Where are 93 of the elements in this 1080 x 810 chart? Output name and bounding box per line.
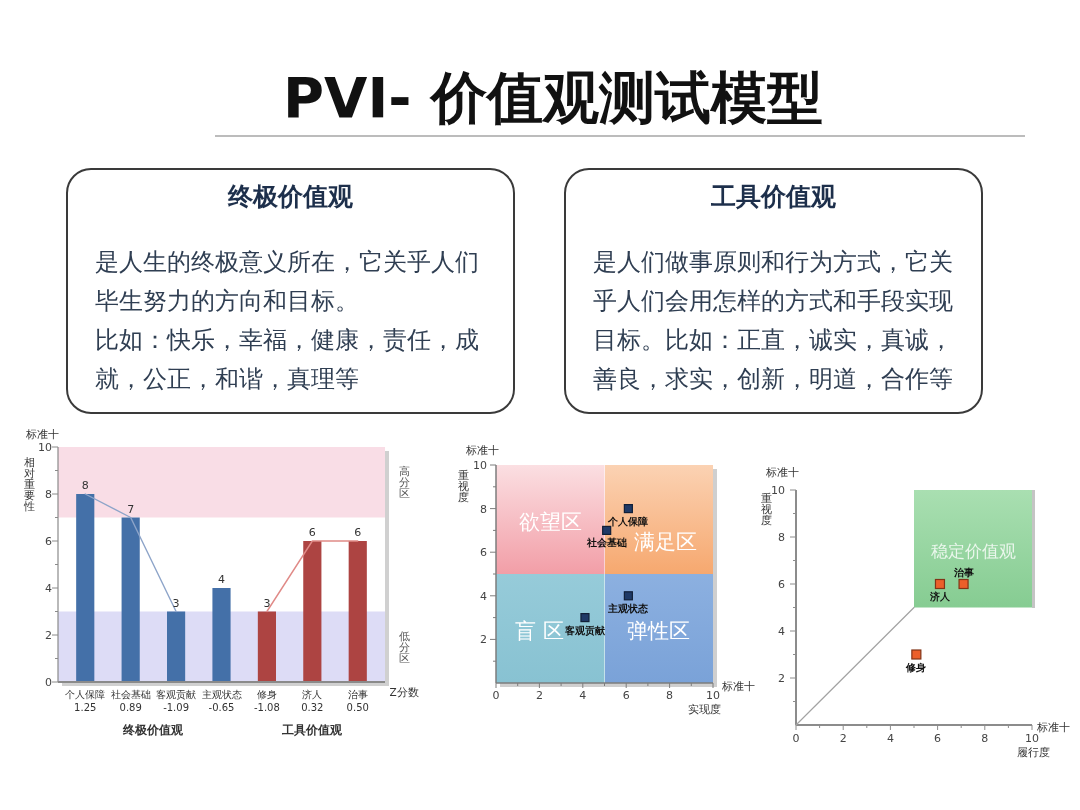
annotation: 客观贡献 [563,624,606,637]
annotation: 个人保障 [607,515,649,527]
data-label: 7 [127,502,135,516]
text: 标准十 [764,466,799,478]
annotation: 修身 [905,661,927,673]
point [623,591,633,601]
text: 工具价值观 [710,182,837,211]
x-axis-title: 实现度 [687,703,721,715]
data-label: 3 [263,596,271,610]
y-tick-label: 10 [473,459,487,472]
data-label: 6 [308,526,316,539]
data-label: 3 [172,596,180,610]
y-axis-title: 重视度 [457,469,469,503]
x-tick-label: 10 [706,689,720,702]
y-tick-label: 8 [45,488,52,501]
y-tick-label: 4 [778,625,785,638]
x-tick-label: 0 [792,732,800,745]
text: 标准十 [1035,721,1070,733]
y-tick-label: 4 [45,582,52,595]
text: 0.89 [119,702,142,713]
annotation: 治事 [952,567,974,578]
x-tick-label: 4 [579,689,587,702]
text: -1.09 [163,702,190,713]
annotation: 稳定价值观 [930,541,1016,562]
band-label: 高分区 [398,465,410,500]
x-tick-label: 社会基础 [110,689,151,700]
text: 标准十 [24,428,59,440]
x-tick-label: 客观贡献 [156,689,197,700]
y-axis-title: 重视度 [760,492,772,526]
text: 0.50 [346,702,369,713]
y-tick-label: 0 [45,676,52,689]
data-label: 4 [218,573,225,586]
x-tick-label: 4 [886,732,894,745]
y-tick-label: 6 [778,578,785,591]
text: 0.32 [301,702,324,713]
y-tick-label: 10 [38,441,52,454]
y-tick-label: 4 [480,589,487,603]
annotation: 社会基础 [585,537,627,549]
annotation: 弹性区 [627,619,691,644]
text: 是人们做事原则和行为方式，它关乎人们会用怎样的方式和手段实现目标。比如：正直，诚实，真诚，善良，求实，创新，明道，合作等 [593,247,954,395]
x-tick-label: 济人 [302,689,323,700]
y-tick-label: 8 [778,531,785,544]
data-label: 6 [354,526,362,539]
band-label: 低分区 [398,629,410,664]
bar [348,541,367,682]
y-tick-label: 6 [45,535,52,548]
text: PVI- 价值观测试模型 [283,65,823,130]
x-tick-label: 治事 [347,689,368,700]
bar [121,517,140,682]
annotation: 盲 区 [515,619,564,644]
x-axis-title: Z分数 [389,686,419,698]
x-tick-label: 主观状态 [201,689,242,700]
y-tick-label: 2 [480,633,487,647]
text: 标准十 [720,680,755,692]
text: -0.65 [208,702,235,713]
x-tick-label: 8 [981,732,989,745]
text: 比如：快乐，幸福，健康，责任，成就，公正，和谐，真理等 [95,325,480,395]
x-tick-label: 0 [492,689,500,702]
annotation: 满足区 [633,529,697,554]
bar [212,588,231,682]
text: 工具价值观 [281,723,344,737]
bar [167,611,186,682]
x-axis-title: 履行度 [1016,746,1050,758]
x-tick-label: 2 [535,689,543,702]
text: 标准十 [464,444,499,456]
x-tick-label: 修身 [256,689,277,700]
text: -1.08 [253,702,280,713]
bar [257,611,276,682]
y-axis-title: 相对重要性 [22,456,35,512]
annotation: 主观状态 [607,602,650,614]
point [623,504,633,514]
x-tick-label: 6 [622,689,630,702]
text: 终极价值观 [227,182,354,211]
x-tick-label: 个人保障 [65,689,106,700]
x-tick-label: 8 [666,689,674,702]
y-tick-label: 2 [45,629,52,642]
x-tick-label: 2 [839,732,847,745]
x-tick-label: 10 [1025,732,1039,745]
y-tick-label: 10 [771,484,785,497]
point [602,525,612,535]
data-label: 8 [81,479,89,492]
bar [76,494,95,682]
annotation: 济人 [928,591,951,602]
x-tick-label: 6 [934,732,942,745]
y-tick-label: 8 [480,502,487,516]
text: 1.25 [74,702,97,713]
text: 是人生的终极意义所在，它关乎人们毕生努力的方向和目标。 [95,247,480,317]
annotation: 欲望区 [518,510,582,535]
text: 终极价值观 [122,723,185,737]
bar [303,541,322,682]
point [580,613,590,623]
y-tick-label: 6 [480,546,487,560]
y-tick-label: 2 [778,672,785,685]
